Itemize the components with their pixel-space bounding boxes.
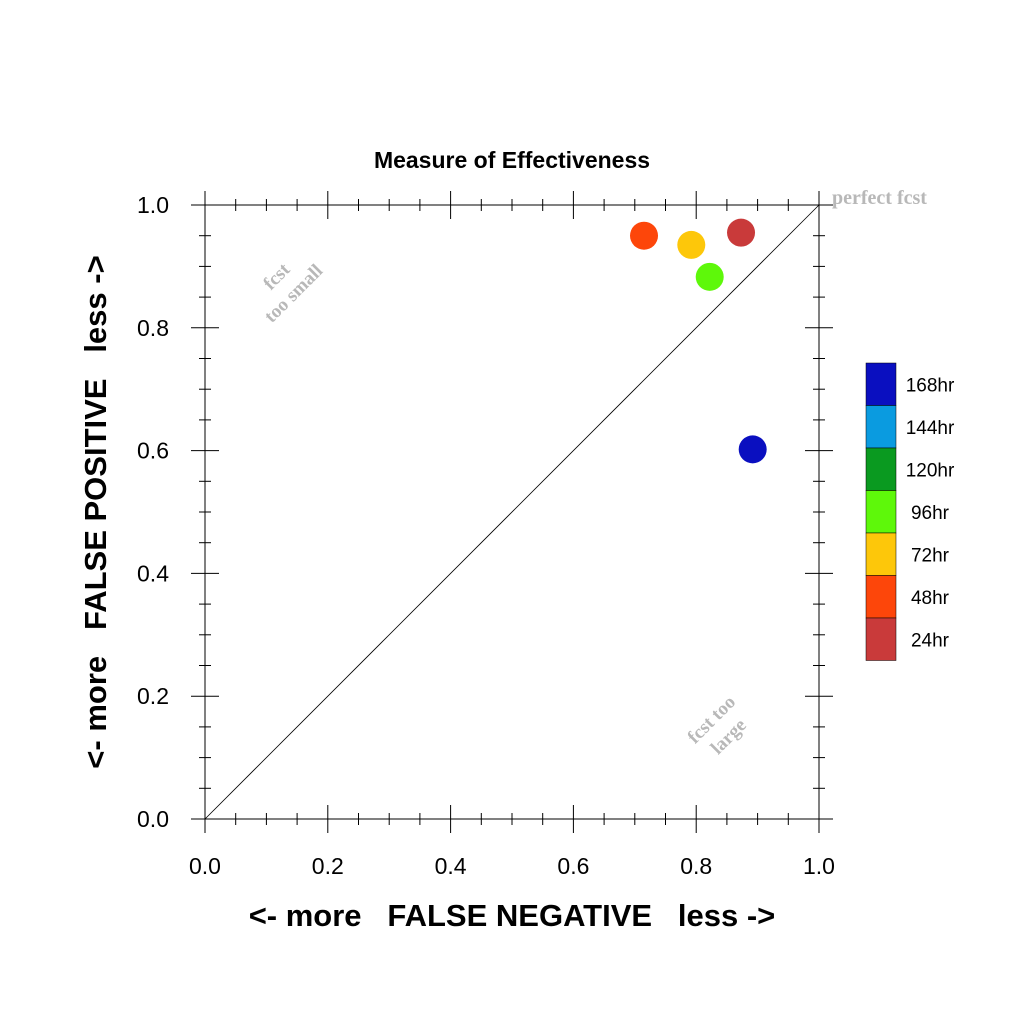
perfect-fcst-label: perfect fcst	[832, 187, 927, 209]
y-tick-label: 0.2	[137, 683, 169, 709]
legend-swatch-48hr	[865, 575, 897, 619]
y-tick-label: 0.8	[137, 315, 169, 341]
too-large-annotation: fcst too large	[684, 692, 751, 759]
data-points	[630, 218, 767, 464]
legend-label-24hr: 24hr	[911, 630, 950, 651]
point-48hr	[630, 221, 659, 250]
legend-swatch-72hr	[865, 532, 897, 576]
legend-swatch-96hr	[865, 490, 897, 534]
tick-labels: 0.0 0.2 0.4 0.6 0.8 1.0 0.0 0.2 0.4 0.6 0.8 1.0	[137, 192, 835, 879]
x-tick-label: 0.2	[312, 853, 344, 879]
point-96hr	[695, 262, 724, 291]
y-tick-label: 0.6	[137, 438, 169, 464]
x-tick-label: 0.8	[680, 853, 712, 879]
y-tick-label: 0.0	[137, 806, 169, 832]
legend-swatch-144hr	[865, 405, 897, 449]
point-24hr	[727, 218, 756, 247]
point-72hr	[677, 230, 706, 259]
x-tick-label: 1.0	[803, 853, 835, 879]
legend-swatch-120hr	[865, 447, 897, 491]
x-tick-label: 0.0	[189, 853, 221, 879]
diagonal-reference-line	[204, 204, 820, 820]
legend-label-48hr: 48hr	[911, 588, 950, 609]
legend-label-168hr: 168hr	[906, 375, 955, 396]
point-168hr	[738, 435, 767, 464]
legend-label-96hr: 96hr	[911, 503, 950, 524]
x-axis-label: <- more FALSE NEGATIVE less ->	[249, 898, 776, 933]
chart-title: Measure of Effectiveness	[374, 147, 650, 173]
too-small-annotation: fcst too small	[259, 259, 327, 327]
legend-label-72hr: 72hr	[911, 545, 950, 566]
legend-swatch-24hr	[865, 617, 897, 661]
legend-label-120hr: 120hr	[906, 460, 955, 481]
legend-label-144hr: 144hr	[906, 418, 955, 439]
y-axis-label: <- more FALSE POSITIVE less ->	[78, 255, 113, 768]
legend-swatch-168hr	[865, 362, 897, 406]
y-tick-label: 0.4	[137, 560, 169, 586]
plot-frame	[204, 204, 820, 820]
legend: 168hr 144hr 120hr 96hr 72hr 48hr 24hr	[865, 362, 955, 661]
y-tick-label: 1.0	[137, 192, 169, 218]
x-tick-label: 0.4	[435, 853, 467, 879]
x-tick-label: 0.6	[557, 853, 589, 879]
